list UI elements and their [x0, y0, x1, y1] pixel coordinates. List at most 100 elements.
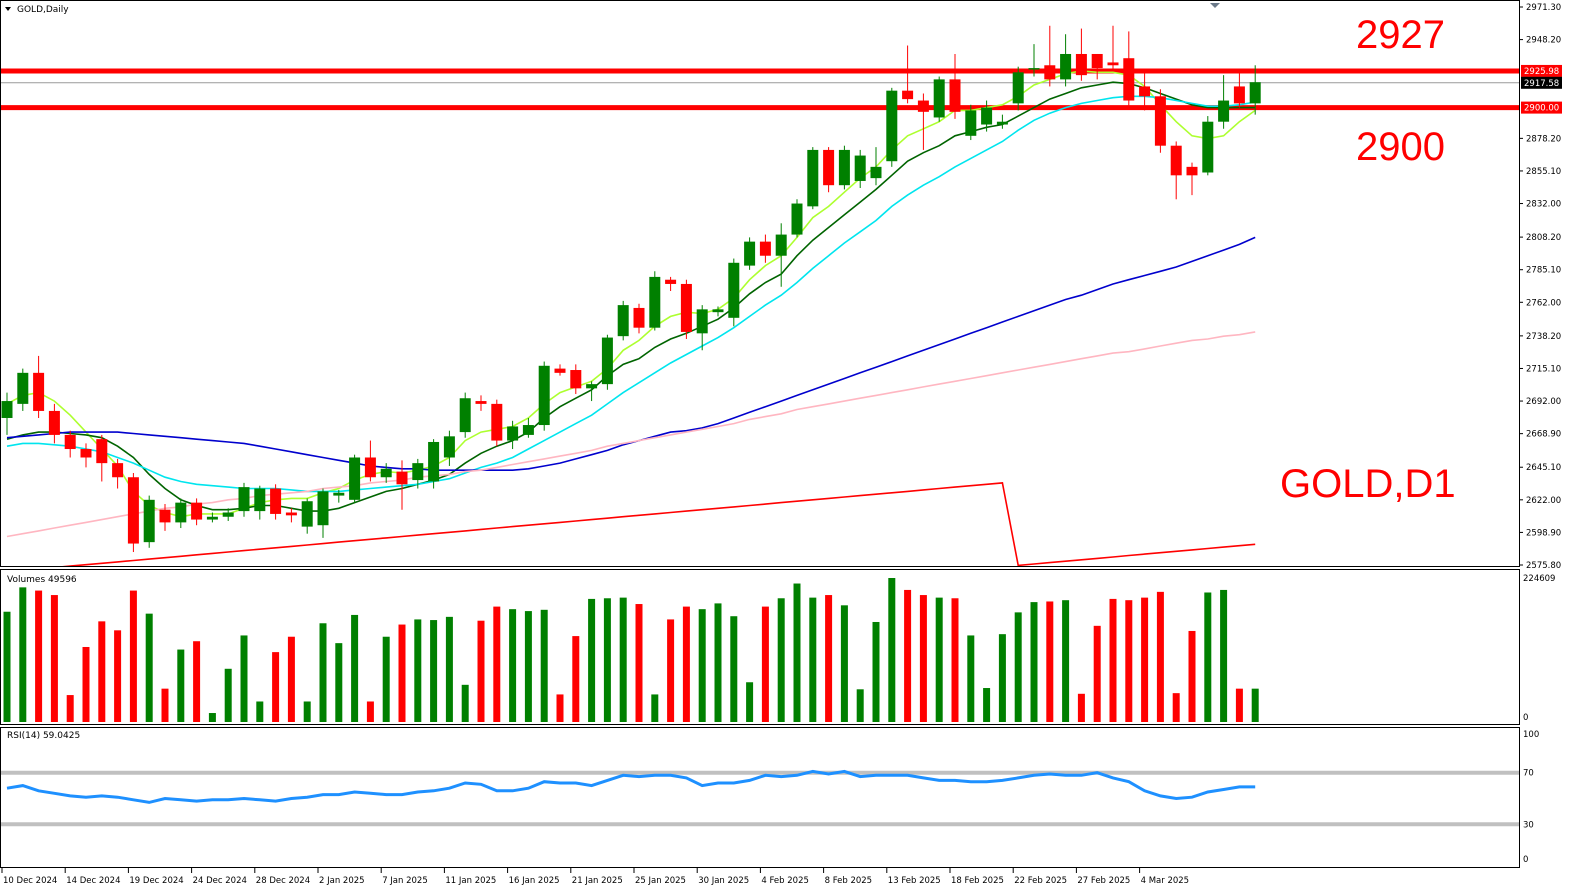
price-tag-box	[1521, 76, 1562, 89]
volume-bar	[1093, 625, 1101, 722]
candle-body	[823, 149, 835, 186]
volume-label: Volumes 49596	[7, 575, 77, 585]
candle-body	[206, 516, 218, 520]
chart-menu-triangle-icon[interactable]	[5, 7, 11, 11]
volume-bar	[714, 603, 722, 722]
volume-axis-zero: 0	[1523, 713, 1528, 723]
date-axis-label: 13 Feb 2025	[888, 876, 941, 886]
price-panel-frame	[0, 0, 1520, 567]
price-axis-label: 2645.10	[1526, 463, 1561, 473]
volume-bar	[224, 668, 232, 722]
volume-bar	[35, 590, 43, 722]
candle-body	[428, 441, 440, 482]
price-tag-label: 2925.98	[1524, 67, 1559, 77]
volume-bar	[193, 641, 201, 722]
price-tag-box	[1521, 64, 1562, 77]
candle-body	[396, 471, 408, 485]
volume-bar	[983, 688, 991, 722]
volume-bar	[840, 605, 848, 722]
volume-bar	[1077, 693, 1085, 722]
volume-bar	[1235, 688, 1243, 722]
volume-bar	[1156, 591, 1164, 722]
volume-bar	[809, 597, 817, 722]
moving-average-line	[6, 70, 1256, 518]
volume-bar	[1030, 602, 1038, 722]
volume-bar	[445, 616, 453, 722]
rsi-panel[interactable]	[1, 769, 1519, 827]
candle-body	[285, 512, 297, 516]
date-axis-label: 7 Jan 2025	[382, 876, 428, 886]
moving-average-line	[62, 482, 1256, 566]
price-panel[interactable]	[1, 25, 1519, 572]
candle-body	[270, 488, 282, 514]
candle-body	[965, 110, 977, 136]
volume-bar	[240, 635, 248, 722]
volume-panel[interactable]	[3, 578, 1259, 722]
candle-body	[617, 305, 629, 337]
volume-bar	[951, 598, 959, 722]
date-axis-label: 8 Feb 2025	[825, 876, 873, 886]
price-tag-label: 2900.00	[1524, 104, 1559, 114]
date-axis-label: 14 Dec 2024	[66, 876, 120, 886]
candle-body	[443, 436, 455, 458]
candle-body	[17, 372, 29, 404]
volume-bar	[667, 619, 675, 722]
volume-bar	[1062, 600, 1070, 722]
volume-bar	[351, 614, 359, 722]
volume-bar	[1109, 598, 1117, 722]
volume-bar	[398, 624, 406, 722]
candle-body	[191, 502, 203, 520]
axes: 2971.30 2948.20 2878.20 2855.10 2832.00 2808.…	[1, 3, 1562, 886]
price-tag-label: 2917.58	[1524, 79, 1559, 89]
volume-bar	[1251, 688, 1259, 722]
volume-bar	[3, 611, 11, 722]
candle-body	[48, 410, 60, 435]
volume-bar	[1188, 630, 1196, 722]
rsi-line	[6, 769, 1256, 804]
scroll-marker-icon[interactable]	[1210, 3, 1220, 8]
volume-bar	[872, 621, 880, 722]
candle-body	[364, 457, 376, 478]
volume-bar	[98, 621, 106, 722]
candle-body	[870, 166, 882, 179]
date-axis-label: 16 Jan 2025	[509, 876, 560, 886]
date-axis-label: 10 Dec 2024	[3, 876, 57, 886]
volume-bar	[935, 597, 943, 722]
volume-bar	[635, 604, 643, 722]
volume-bar	[114, 630, 122, 722]
candle-body	[712, 309, 724, 313]
candle-body	[1186, 166, 1198, 176]
candle-body	[601, 337, 613, 385]
chart-header-label: GOLD,Daily	[17, 5, 69, 15]
date-axis-label: 24 Dec 2024	[193, 876, 247, 886]
candle-body	[1, 401, 13, 418]
volume-bar	[904, 589, 912, 722]
candle-body	[1233, 86, 1245, 104]
volume-bar	[66, 695, 74, 722]
candle-body	[412, 463, 424, 481]
volume-bar	[82, 646, 90, 722]
price-axis-label: 2668.90	[1526, 430, 1561, 440]
candle-body	[886, 90, 898, 162]
date-axis-label: 28 Dec 2024	[256, 876, 310, 886]
volume-bar	[603, 598, 611, 722]
candle-body	[1139, 86, 1151, 97]
price-axis-label: 2738.20	[1526, 332, 1561, 342]
date-axis-label: 30 Jan 2025	[698, 876, 749, 886]
date-axis-label: 18 Feb 2025	[951, 876, 1004, 886]
volume-bar	[1172, 693, 1180, 722]
rsi-label: RSI(14) 59.0425	[7, 731, 80, 741]
volume-bar	[856, 689, 864, 722]
candle-body	[665, 279, 677, 284]
price-axis-label: 2692.00	[1526, 397, 1561, 407]
rsi-axis-label: 100	[1523, 730, 1539, 740]
volume-bar	[682, 606, 690, 722]
candle-body	[933, 79, 945, 118]
candle-body	[1170, 145, 1182, 176]
rsi-axis-label: 70	[1523, 769, 1534, 779]
candle-body	[680, 283, 692, 332]
volume-bar	[1014, 612, 1022, 722]
price-axis-label: 2785.10	[1526, 266, 1561, 276]
volume-bar	[509, 609, 517, 722]
volume-bar	[619, 597, 627, 722]
